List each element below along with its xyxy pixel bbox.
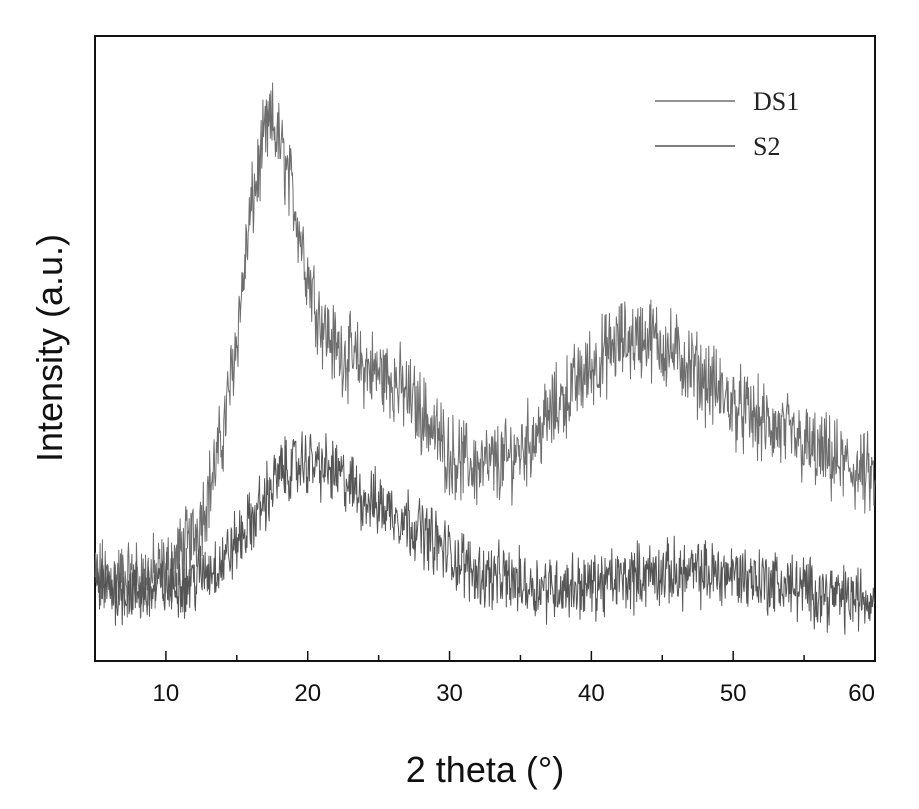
x-tick-label: 20	[294, 680, 321, 707]
legend: DS1 S2	[655, 87, 799, 161]
series-line-ds1	[94, 82, 876, 619]
x-tick-label: 30	[436, 680, 463, 707]
y-axis-title: Intensity (a.u.)	[29, 234, 70, 462]
series-layer	[94, 82, 876, 635]
x-ticks: 10 20 30 40 50 60	[94, 651, 876, 707]
x-tick-label: 10	[153, 680, 180, 707]
x-tick-label: 60	[848, 680, 875, 707]
plot-frame	[94, 35, 876, 662]
legend-label-ds1: DS1	[753, 87, 799, 116]
series-line-s2	[94, 431, 876, 635]
x-axis-title: 2 theta (°)	[406, 749, 564, 790]
legend-label-s2: S2	[753, 132, 780, 161]
x-tick-label: 50	[720, 680, 747, 707]
x-tick-label: 40	[578, 680, 605, 707]
